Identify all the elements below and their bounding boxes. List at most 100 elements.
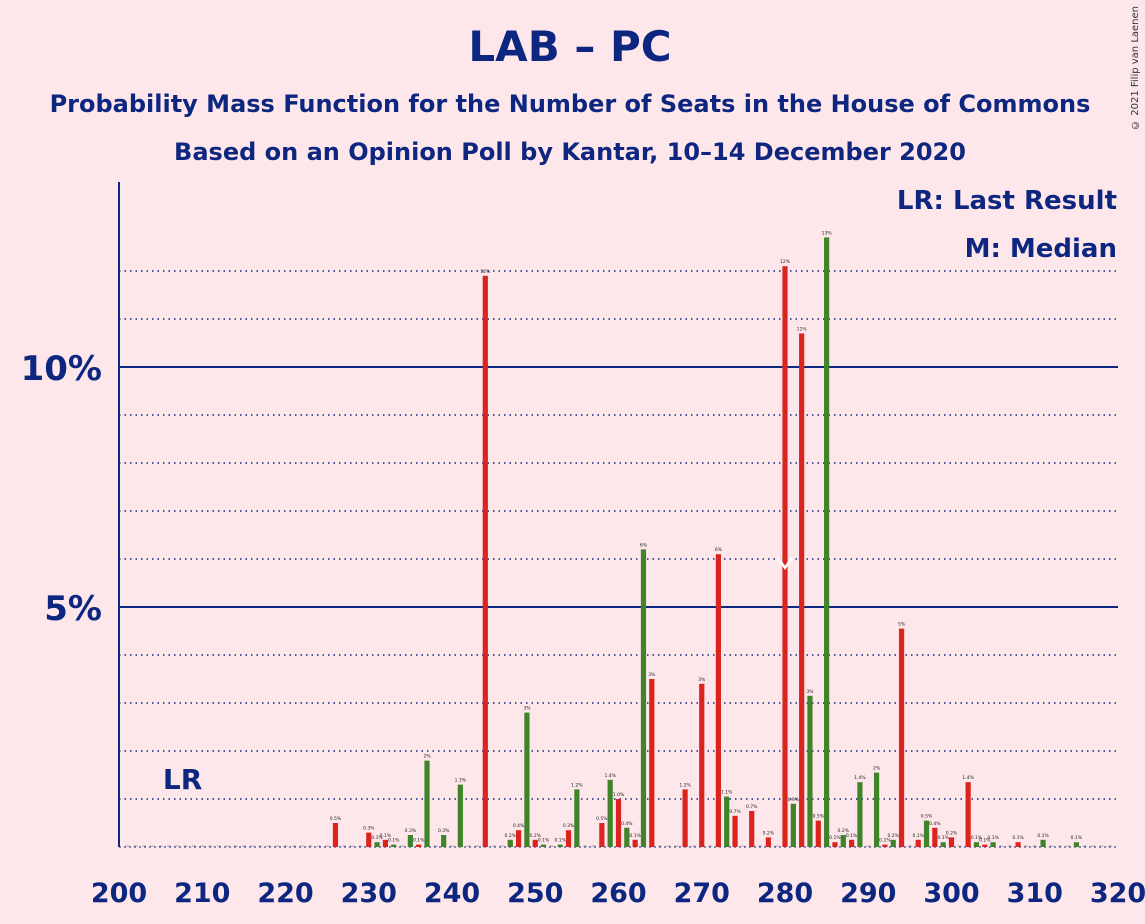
bar-seat-226	[332, 823, 339, 847]
markers: LR	[163, 557, 794, 796]
bar-label-seat-304: 0.1%	[979, 838, 991, 844]
bar-seat-241	[457, 784, 463, 847]
bar-label-seat-308: 0.1%	[1012, 835, 1024, 841]
bar-seat-302	[965, 782, 971, 847]
bar-label-seat-249: 3%	[523, 706, 531, 712]
bar-label-seat-272: 6%	[715, 547, 723, 553]
bar-label-seat-298: 0.4%	[929, 821, 941, 827]
legend-last-result: LR: Last Result	[896, 186, 1117, 216]
bar-label-seat-251: 0.1%	[538, 838, 550, 844]
bar-label-seat-248: 0.4%	[513, 823, 525, 829]
last-result-marker: LR	[163, 763, 202, 796]
bar-seat-258	[599, 823, 605, 847]
bar-seat-254	[565, 830, 572, 847]
bar-label-seat-284: 0.5%	[813, 814, 825, 820]
bar-label-seat-274: 0.7%	[729, 809, 741, 815]
bar-seat-276	[749, 811, 755, 847]
bar-seat-235	[407, 835, 413, 847]
bar-label-seat-297: 0.5%	[921, 814, 933, 820]
bar-seat-300	[948, 837, 955, 847]
bar-label-seat-286: 0.1%	[829, 835, 841, 841]
bar-seat-294	[898, 628, 905, 847]
bar-label-seat-273: 1.1%	[721, 790, 733, 796]
bar-seat-291	[873, 772, 880, 847]
bar-seat-239	[441, 835, 447, 847]
bar-seat-292	[882, 844, 888, 847]
bar-label-seat-285: 13%	[822, 230, 833, 236]
bar-label-seat-282: 11%	[797, 326, 808, 332]
tick-labels: 200 210 220 230 240 250 260 270 280 290 300 310 320 5…	[21, 349, 1145, 909]
bar-label-seat-241: 1.3%	[455, 778, 467, 784]
bars	[332, 237, 1079, 847]
bar-seat-298	[932, 827, 938, 847]
bar-seat-315	[1073, 842, 1079, 847]
bar-seat-282	[799, 333, 805, 847]
y-tick-label-10: 10%	[21, 349, 102, 389]
x-tick-label-240: 240	[424, 878, 480, 909]
bar-label-seat-311: 0.1%	[1037, 833, 1049, 839]
bar-seat-251	[540, 844, 547, 847]
bar-seat-287	[840, 835, 846, 847]
bar-seat-248	[516, 830, 522, 847]
x-tick-label-260: 260	[590, 878, 646, 909]
bar-label-seat-247: 0.2%	[505, 833, 517, 839]
bar-label-seat-268: 1.2%	[679, 782, 691, 788]
bar-label-seat-278: 0.2%	[763, 830, 775, 836]
x-tick-label-210: 210	[174, 878, 230, 909]
bar-label-seat-263: 6%	[640, 542, 648, 548]
bar-seat-261	[624, 827, 630, 847]
bar-label-seat-231: 0.1%	[371, 835, 383, 841]
bar-seat-305	[990, 842, 996, 847]
bar-seat-268	[682, 789, 688, 847]
bar-seat-278	[765, 837, 771, 847]
bar-seat-284	[815, 820, 821, 847]
bar-seat-233	[391, 844, 397, 847]
bar-label-seat-264: 3%	[648, 672, 656, 678]
chart-title: LAB – PC	[468, 22, 672, 71]
bar-label-seat-250: 0.2%	[530, 833, 542, 839]
bar-label-seat-293: 0.2%	[888, 833, 900, 839]
bar-seat-244	[482, 275, 488, 847]
bar-label-seat-235: 0.3%	[405, 828, 417, 834]
gridlines	[119, 270, 1118, 848]
bar-label-seat-288: 0.1%	[846, 833, 858, 839]
bar-label-seat-302: 1.4%	[962, 775, 974, 781]
x-tick-label-200: 200	[91, 878, 147, 909]
bar-label-seat-281: 0.9%	[788, 797, 800, 803]
bar-seat-262	[632, 839, 638, 847]
bar-label-seat-315: 0.1%	[1071, 835, 1083, 841]
bar-seat-296	[915, 839, 921, 847]
bar-label-seat-255: 1.2%	[571, 782, 583, 788]
bar-seat-264	[649, 679, 655, 847]
bar-seat-259	[607, 779, 613, 847]
bar-label-seat-253: 0.1%	[555, 838, 567, 844]
bar-label-seat-296: 0.1%	[912, 833, 924, 839]
bar-seat-311	[1040, 839, 1046, 847]
bar-label-seat-276: 0.7%	[746, 804, 758, 810]
bar-seat-250	[532, 839, 538, 847]
x-tick-label-250: 250	[507, 878, 563, 909]
bar-seat-231	[374, 842, 380, 847]
bar-seat-253	[557, 844, 563, 847]
bar-value-labels: 0.5%0.3%0.1%0.1%0.1%0.3%0.1%2%0.3%1.3%12…	[125, 230, 1112, 847]
bar-label-seat-254: 0.3%	[563, 823, 575, 829]
bar-label-seat-230: 0.3%	[363, 826, 375, 832]
bar-label-seat-244: 12%	[480, 269, 491, 275]
bar-label-seat-258: 0.5%	[596, 816, 608, 822]
bar-seat-304	[982, 844, 988, 847]
bar-label-seat-237: 2%	[423, 754, 431, 760]
bar-label-seat-299: 0.1%	[937, 835, 949, 841]
bar-label-seat-239: 0.3%	[438, 828, 450, 834]
bar-label-seat-294: 5%	[898, 622, 906, 628]
bar-label-seat-259: 1.4%	[604, 773, 616, 779]
bar-label-seat-283: 3%	[806, 689, 814, 695]
bar-seat-272	[715, 554, 721, 847]
bar-seat-274	[732, 815, 738, 847]
bar-label-seat-260: 1.0%	[613, 792, 625, 798]
bar-seat-273	[724, 796, 730, 847]
bar-label-seat-303: 0.1%	[971, 835, 983, 841]
bar-label-seat-270: 3%	[698, 677, 706, 683]
bar-label-seat-232: 0.1%	[380, 833, 392, 839]
x-tick-label-320: 320	[1090, 878, 1145, 909]
